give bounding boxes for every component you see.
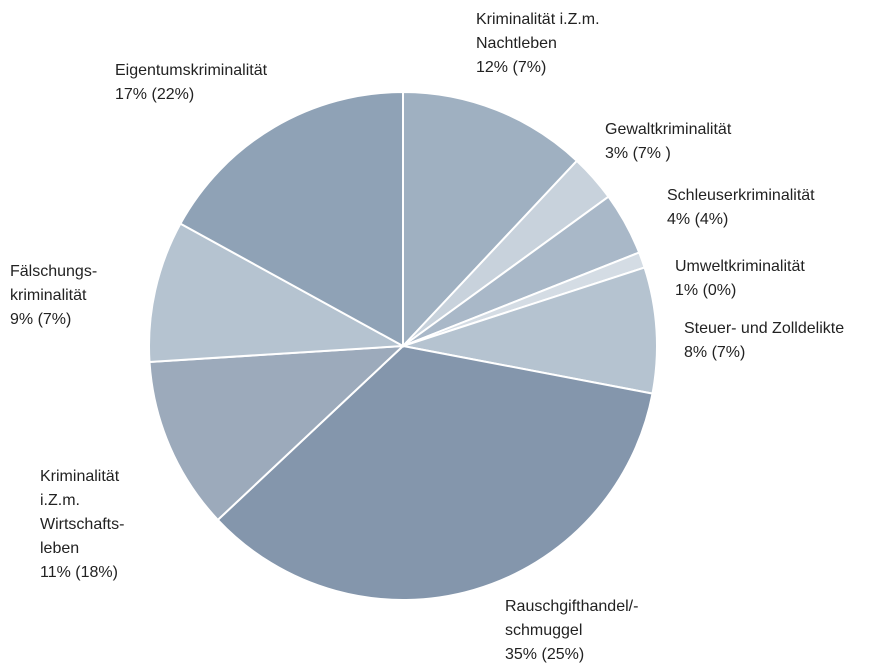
value-label: 11% (18%)	[40, 564, 118, 581]
pie-slice	[179, 90, 404, 348]
slice-label: Fälschungs-	[10, 263, 97, 280]
prior-percent: (22%)	[151, 86, 194, 103]
slice-label: Kriminalität i.Z.m.	[476, 11, 600, 28]
slice-label: kriminalität	[10, 287, 87, 304]
slice-label: Gewaltkriminalität	[605, 121, 732, 138]
pie-slice	[148, 222, 407, 364]
slice-label: Steuer- und Zolldelikte	[684, 320, 844, 337]
value-label: 4% (4%)	[667, 211, 728, 228]
percent: 17%	[115, 86, 147, 103]
slice-label: Umweltkriminalität	[675, 258, 805, 275]
prior-percent: (4%)	[695, 211, 729, 228]
pie-slice	[216, 344, 654, 601]
slice-label: leben	[40, 540, 79, 557]
slice-label: Schleuserkriminalität	[667, 187, 815, 204]
value-label: 12% (7%)	[476, 59, 546, 76]
pie-slice	[148, 344, 406, 522]
pie-slice	[402, 266, 658, 395]
slice-label: Kriminalität	[40, 468, 120, 485]
prior-percent: (7% )	[633, 145, 671, 162]
prior-percent: (7%)	[38, 311, 72, 328]
slice-label: i.Z.m.	[40, 492, 80, 509]
slice-label: Wirtschafts-	[40, 516, 124, 533]
prior-percent: (7%)	[512, 59, 546, 76]
slice-label: schmuggel	[505, 622, 582, 639]
prior-percent: (25%)	[541, 646, 584, 663]
pie-slice	[402, 90, 579, 349]
prior-percent: (0%)	[703, 282, 737, 299]
percent: 1%	[675, 282, 698, 299]
percent: 11%	[40, 564, 71, 581]
value-label: 3% (7% )	[605, 145, 671, 162]
prior-percent: (7%)	[712, 344, 746, 361]
percent: 8%	[684, 344, 707, 361]
value-label: 35% (25%)	[505, 646, 584, 663]
percent: 35%	[505, 646, 537, 663]
percent: 4%	[667, 211, 690, 228]
slice-label: Nachtleben	[476, 35, 557, 52]
slice-label: Eigentumskriminalität	[115, 62, 268, 79]
value-label: 17% (22%)	[115, 86, 194, 103]
value-label: 1% (0%)	[675, 282, 736, 299]
value-label: 9% (7%)	[10, 311, 71, 328]
percent: 9%	[10, 311, 33, 328]
prior-percent: (18%)	[75, 564, 118, 581]
value-label: 8% (7%)	[684, 344, 745, 361]
percent: 3%	[605, 145, 628, 162]
percent: 12%	[476, 59, 508, 76]
slice-label: Rauschgifthandel/-	[505, 598, 638, 615]
